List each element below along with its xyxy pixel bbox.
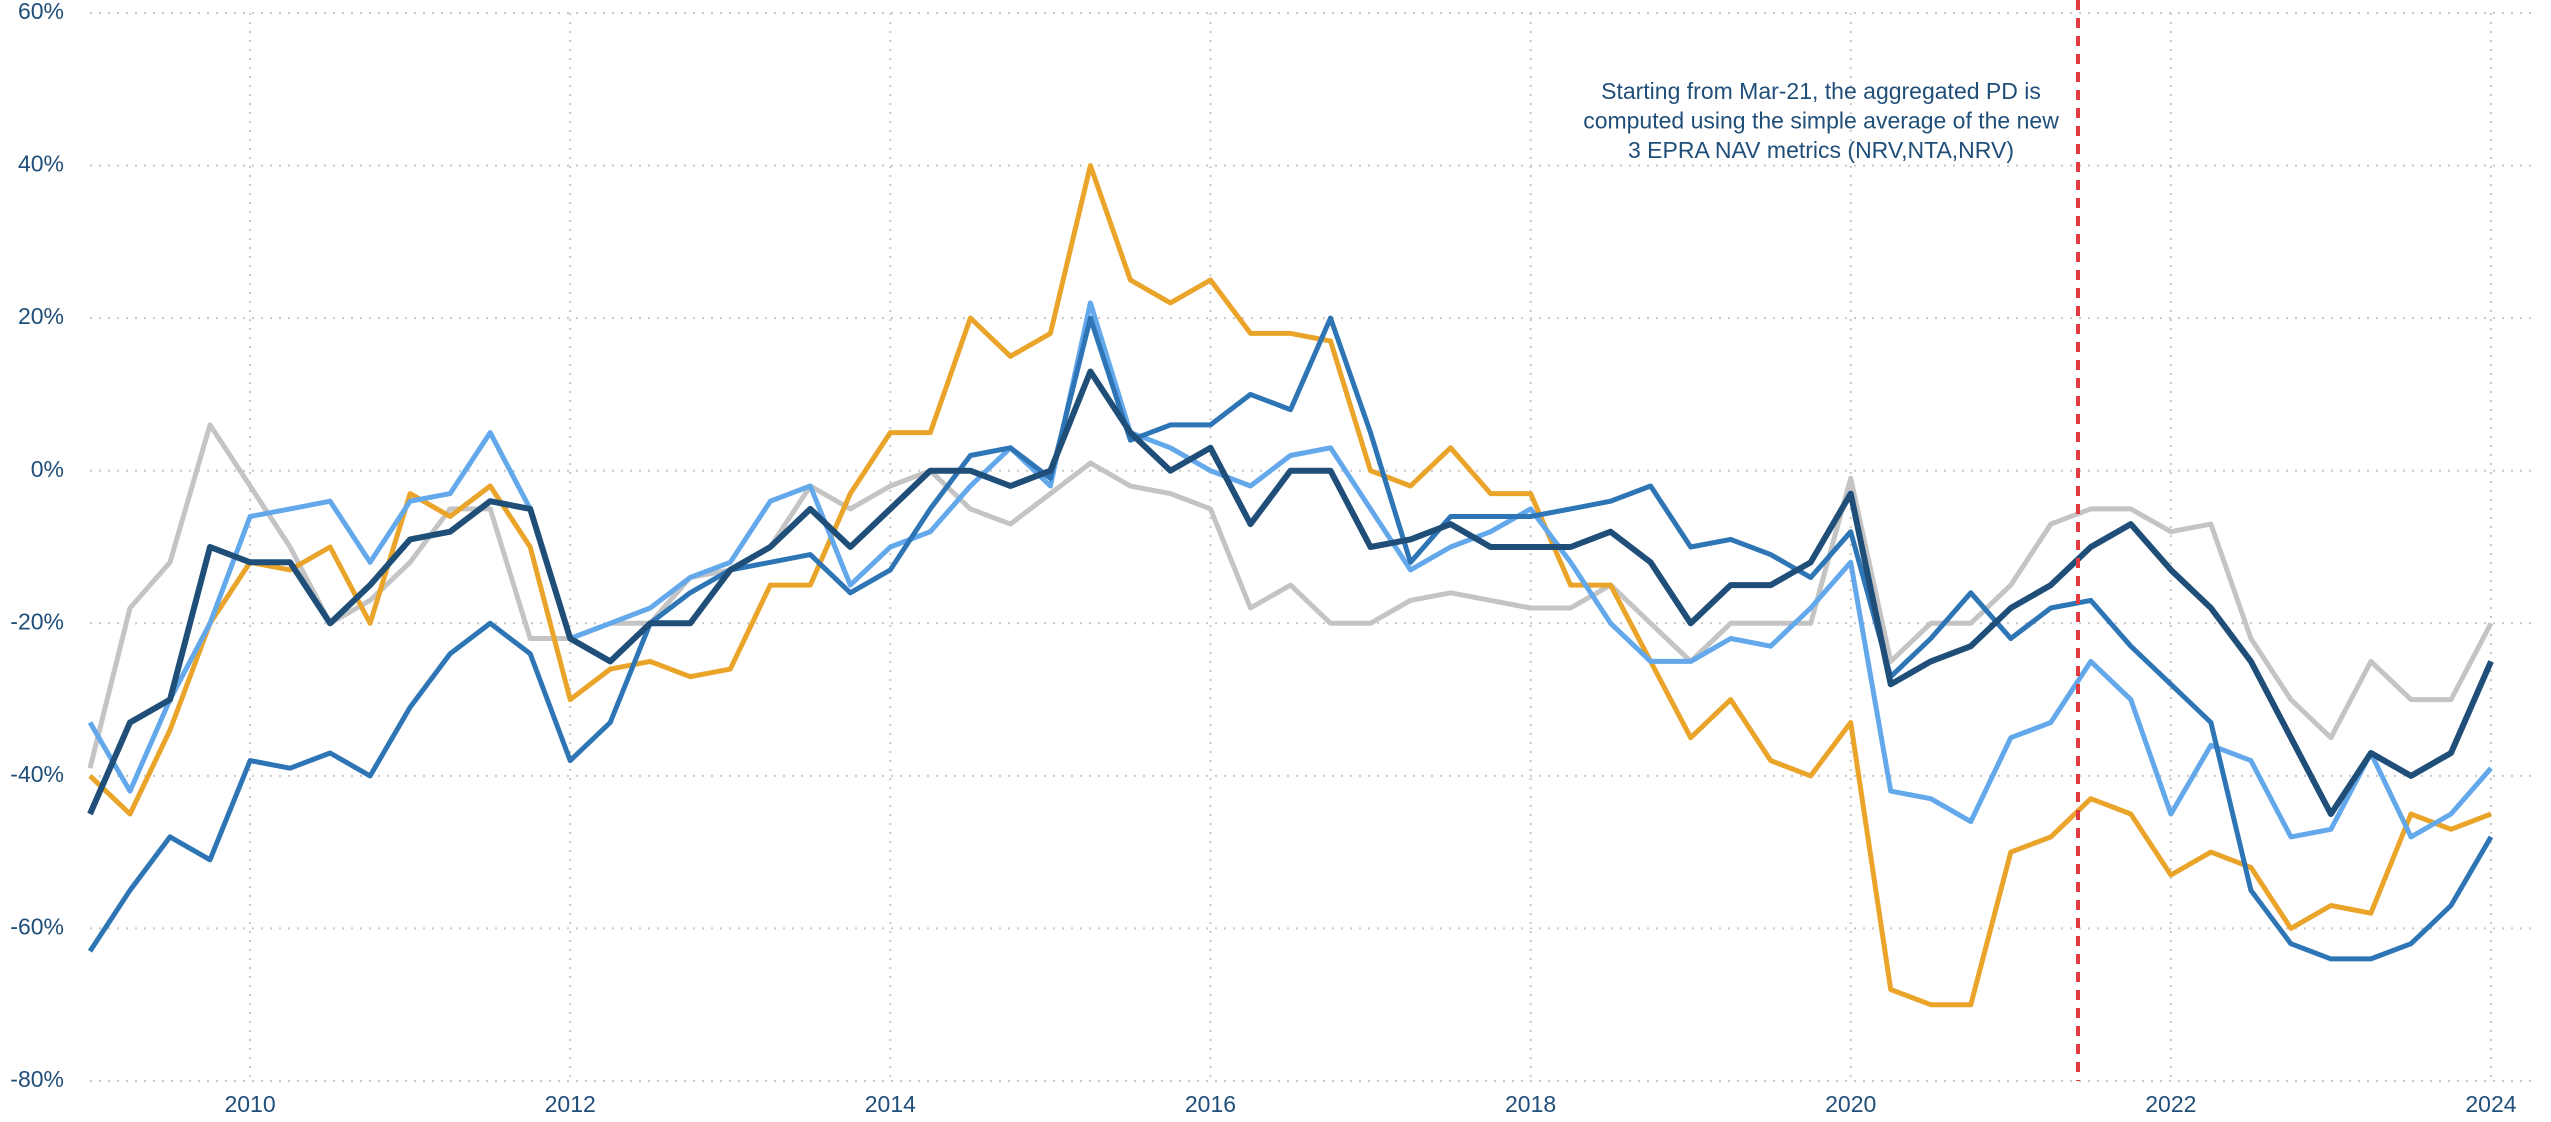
series-line (87, 300, 2493, 840)
x-tick-label: 2012 (545, 1091, 596, 1117)
x-tick-label: 2018 (1505, 1091, 1556, 1117)
series-line (87, 315, 2494, 962)
y-tick-label: 60% (18, 0, 64, 24)
x-tick-label: 2010 (224, 1091, 275, 1117)
x-tick-label: 2022 (2145, 1091, 2196, 1117)
x-tick-label: 2024 (2465, 1091, 2516, 1117)
y-tick-label: -40% (10, 761, 64, 787)
series-line (87, 368, 2494, 817)
x-tick-label: 2020 (1825, 1091, 1876, 1117)
annotation: 3 EPRA NAV metrics (NRV,NTA,NRV) (1628, 137, 2014, 163)
x-tick-label: 2014 (865, 1091, 916, 1117)
y-tick-label: -80% (10, 1066, 64, 1092)
y-tick-label: -60% (10, 914, 64, 940)
y-tick-label: -20% (10, 608, 64, 634)
y-tick-label: 40% (18, 151, 64, 177)
annotation: computed using the simple average of the… (1583, 108, 2059, 134)
y-tick-label: 0% (31, 456, 64, 482)
y-tick-label: 20% (18, 303, 64, 329)
annotation: Starting from Mar-21, the aggregated PD … (1601, 78, 2041, 104)
series-line (87, 422, 2494, 769)
x-tick-label: 2016 (1185, 1091, 1236, 1117)
series-line (88, 163, 2492, 1008)
